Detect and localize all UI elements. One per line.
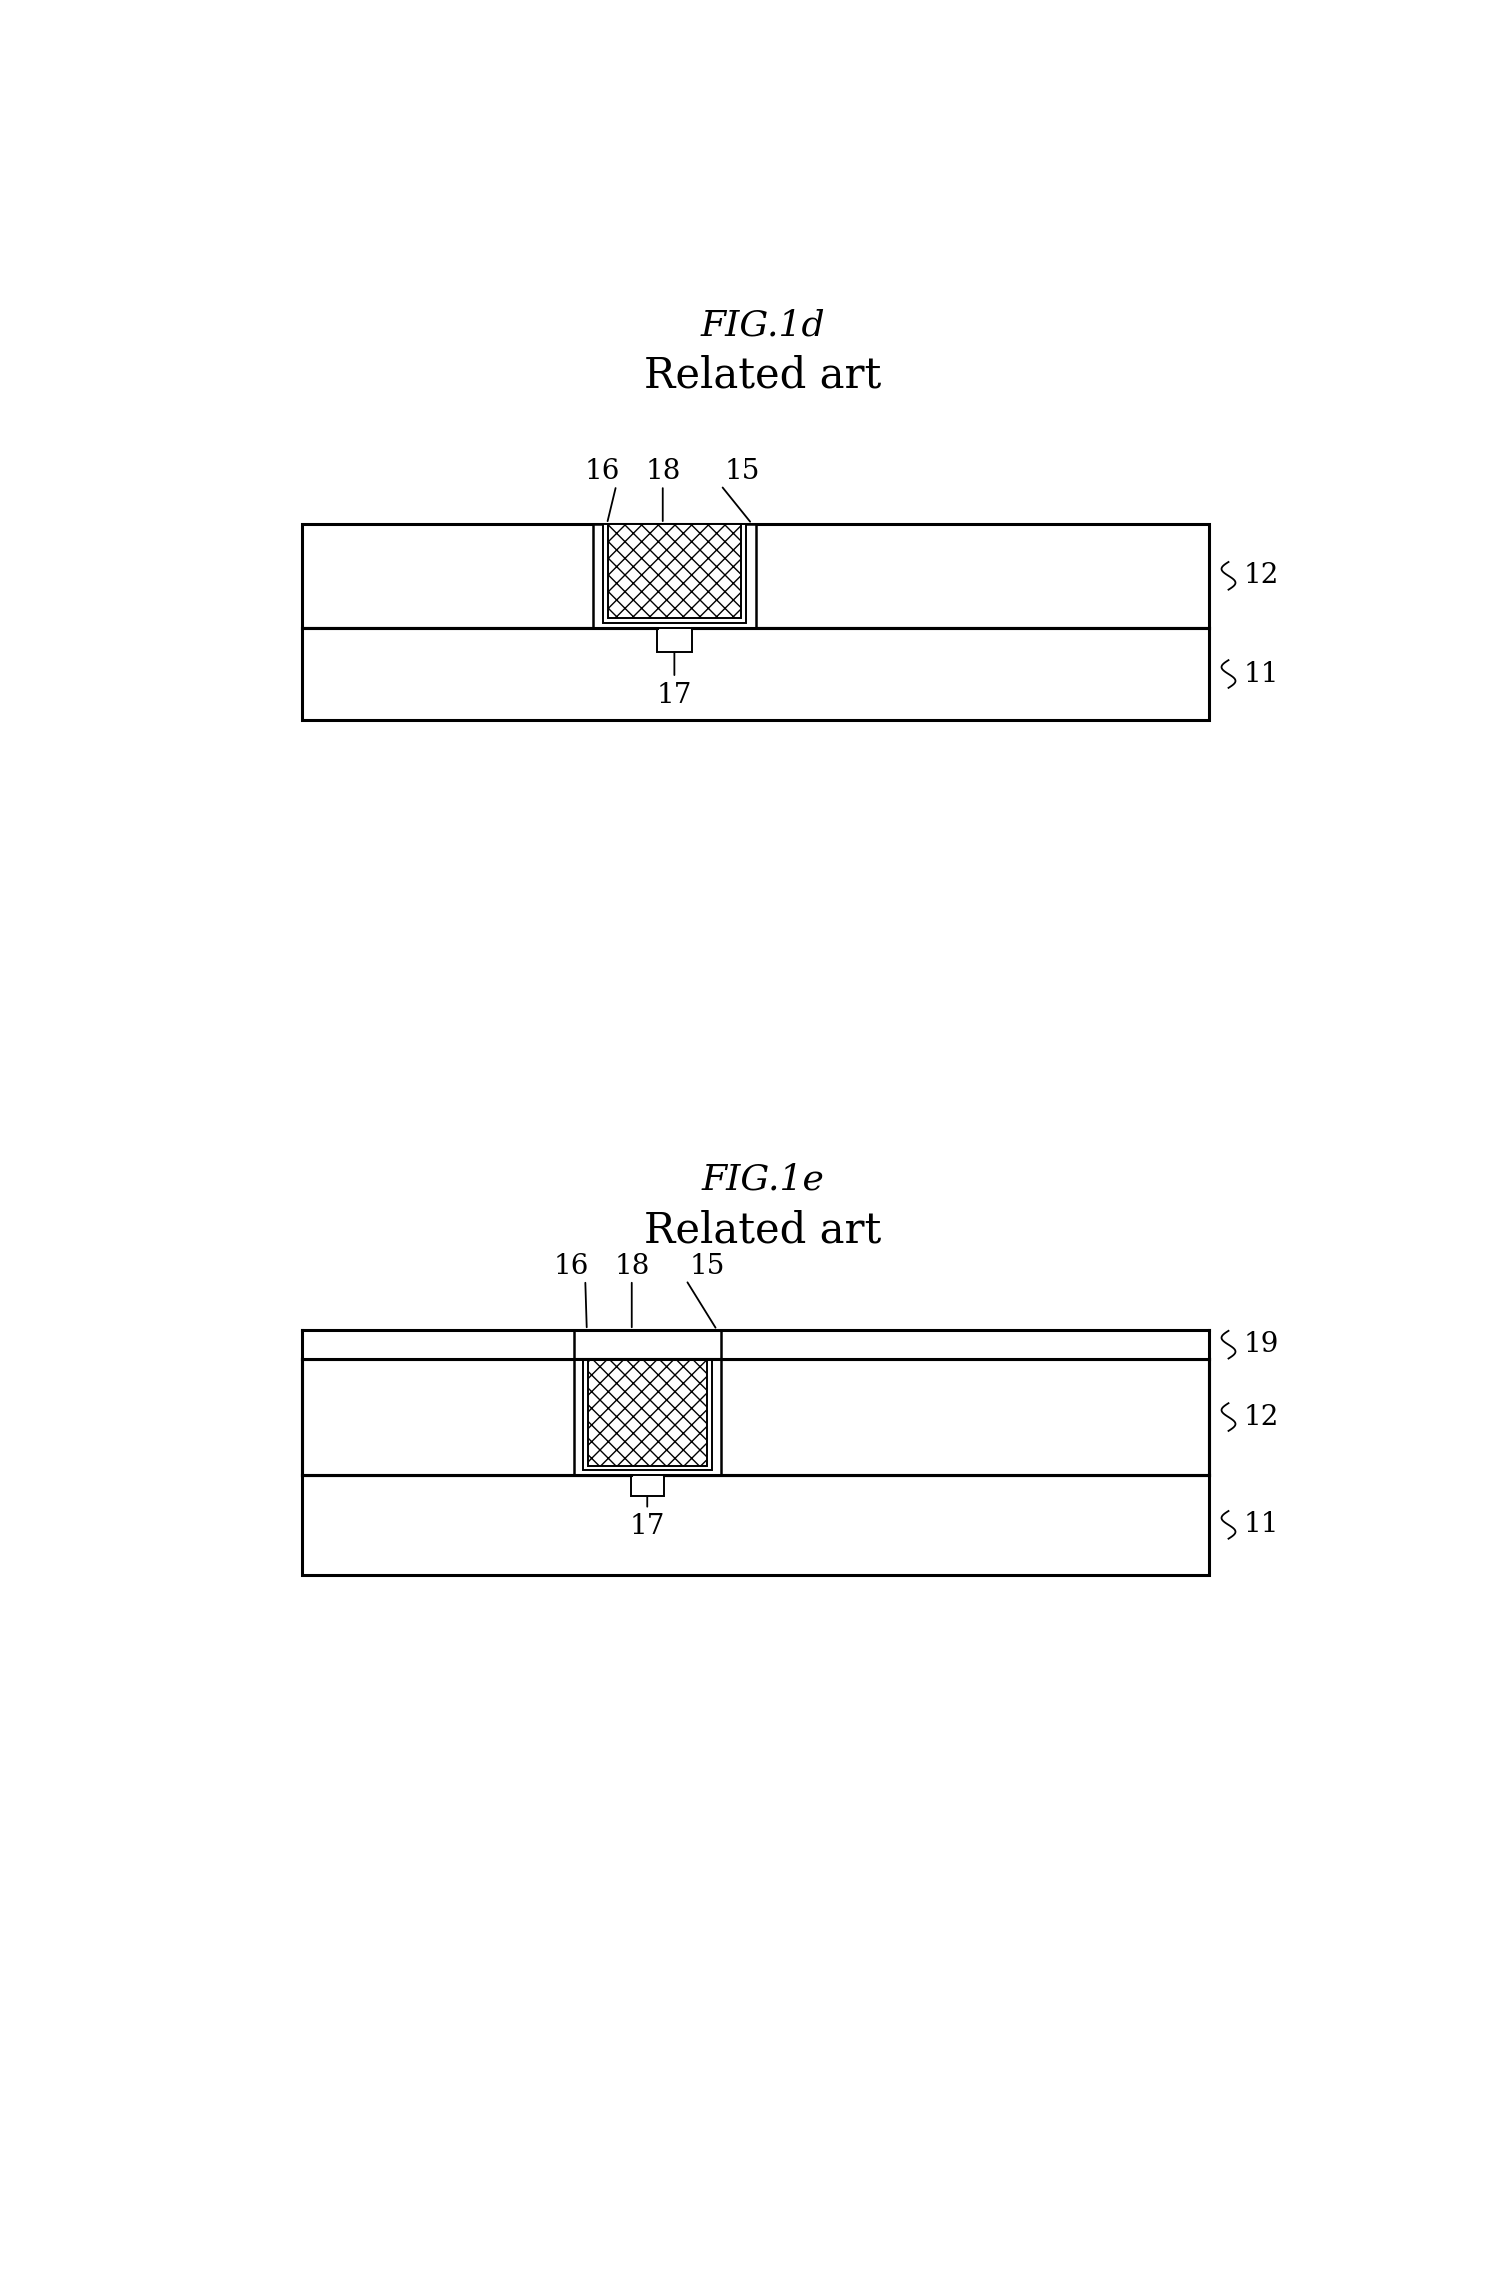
Text: 16: 16 [585,458,619,486]
Text: 18: 18 [645,458,680,486]
Bar [593,524,756,627]
Bar [302,1475,1209,1575]
Text: 18: 18 [613,1254,649,1279]
Text: 12: 12 [1243,563,1279,588]
Bar [608,524,742,618]
Bar [573,1359,721,1475]
Text: 12: 12 [1243,1404,1279,1430]
Text: Related art: Related art [645,353,881,397]
Bar [573,1359,721,1475]
Text: 15: 15 [689,1254,725,1279]
Text: 19: 19 [1243,1332,1279,1359]
Bar [302,1359,1209,1475]
Bar [302,1329,573,1359]
Bar [302,627,1209,720]
Bar [582,1359,712,1471]
Text: 11: 11 [1243,1512,1279,1539]
Text: 16: 16 [554,1254,590,1279]
Text: 11: 11 [1243,661,1279,689]
Text: 17: 17 [657,682,692,709]
Text: FIG.1e: FIG.1e [701,1163,825,1197]
Text: 15: 15 [725,458,759,486]
Text: FIG.1d: FIG.1d [700,308,825,342]
Bar [631,1475,664,1496]
Text: 17: 17 [630,1514,666,1541]
Bar [631,1475,664,1496]
Bar [657,627,692,652]
Text: Related art: Related art [645,1208,881,1252]
Bar [657,627,692,652]
Bar [302,524,1209,627]
Bar [588,1359,707,1466]
Bar [593,524,756,627]
Bar [603,524,746,622]
Bar [721,1329,1209,1359]
